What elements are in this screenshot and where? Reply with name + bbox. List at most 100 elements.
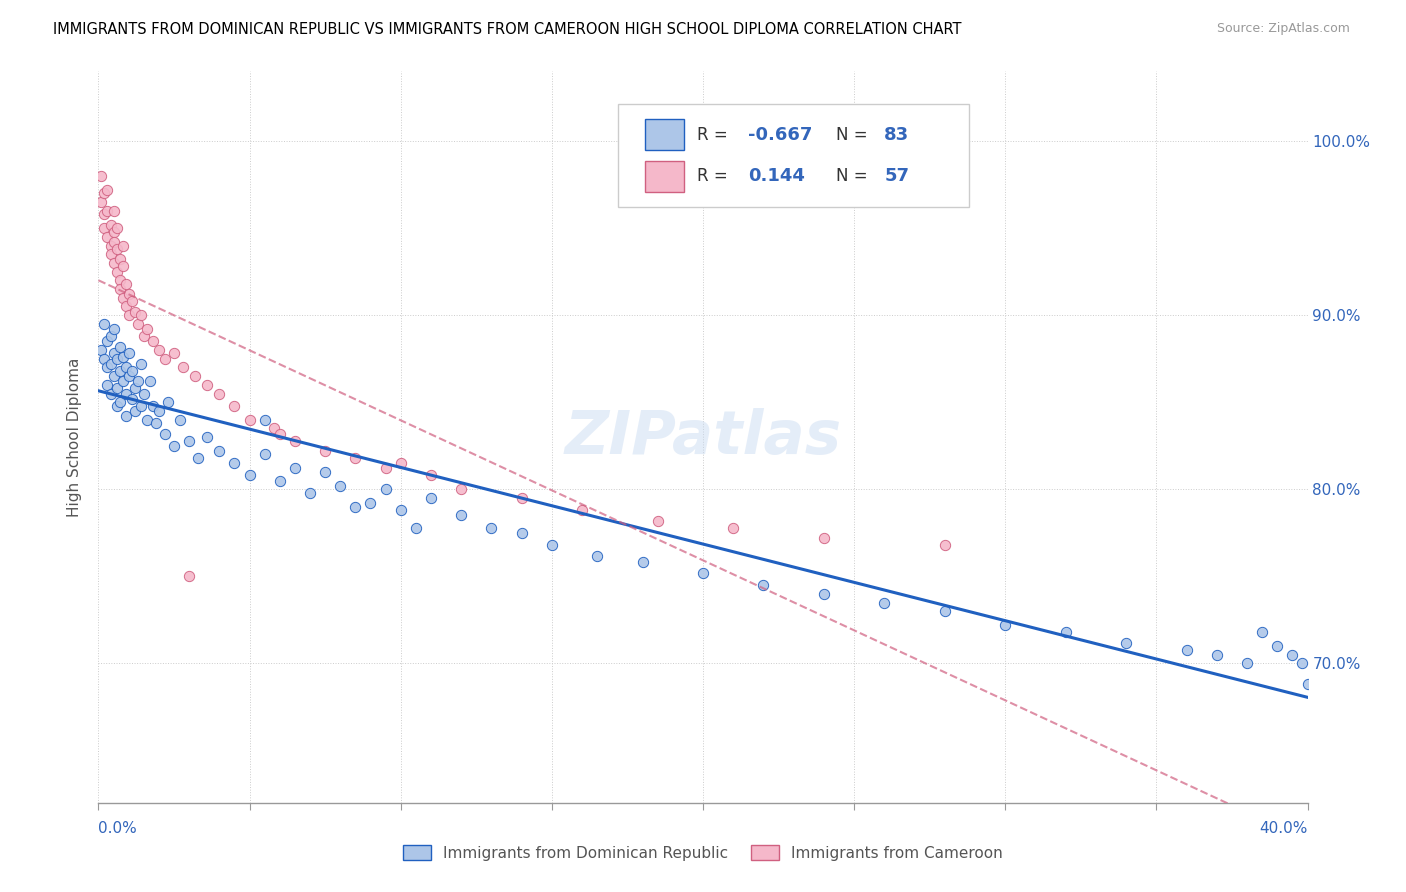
- Point: [184, 369, 207, 384]
- Point: [510, 491, 533, 505]
- Point: [195, 377, 218, 392]
- Point: [540, 538, 562, 552]
- FancyBboxPatch shape: [645, 120, 683, 150]
- Point: [105, 399, 128, 413]
- Point: [172, 360, 194, 375]
- Point: [111, 291, 134, 305]
- Point: [1267, 639, 1289, 653]
- Text: Source: ZipAtlas.com: Source: ZipAtlas.com: [1216, 22, 1350, 36]
- Point: [148, 404, 170, 418]
- Point: [420, 491, 443, 505]
- Point: [100, 247, 122, 261]
- Point: [1281, 648, 1303, 662]
- Point: [103, 203, 125, 218]
- Point: [299, 485, 322, 500]
- Point: [108, 282, 131, 296]
- Point: [108, 273, 131, 287]
- Y-axis label: High School Diploma: High School Diploma: [67, 358, 83, 516]
- Point: [103, 346, 125, 360]
- Point: [239, 468, 262, 483]
- Point: [153, 426, 176, 441]
- Point: [132, 329, 155, 343]
- Text: 83: 83: [884, 126, 910, 144]
- Point: [420, 468, 443, 483]
- Point: [100, 386, 122, 401]
- Point: [96, 334, 118, 349]
- Point: [121, 294, 143, 309]
- Point: [111, 375, 134, 389]
- Point: [510, 525, 533, 540]
- Point: [108, 364, 131, 378]
- Point: [90, 343, 112, 357]
- Point: [752, 578, 775, 592]
- Point: [139, 375, 162, 389]
- Point: [481, 521, 503, 535]
- Point: [129, 399, 152, 413]
- Point: [873, 595, 896, 609]
- Point: [1206, 648, 1229, 662]
- Point: [103, 225, 125, 239]
- Point: [124, 381, 146, 395]
- Legend: Immigrants from Dominican Republic, Immigrants from Cameroon: Immigrants from Dominican Republic, Immi…: [395, 837, 1011, 868]
- Point: [114, 360, 136, 375]
- Point: [208, 386, 231, 401]
- Point: [389, 503, 412, 517]
- Point: [105, 265, 128, 279]
- Point: [1251, 625, 1274, 640]
- Point: [93, 351, 115, 366]
- Point: [374, 461, 396, 475]
- Point: [1115, 635, 1137, 649]
- Text: -0.667: -0.667: [748, 126, 813, 144]
- Point: [105, 221, 128, 235]
- Point: [103, 322, 125, 336]
- Point: [118, 369, 141, 384]
- Point: [129, 308, 152, 322]
- Point: [329, 479, 352, 493]
- Point: [118, 346, 141, 360]
- Point: [405, 521, 427, 535]
- Point: [586, 549, 609, 563]
- Point: [127, 375, 149, 389]
- Point: [103, 256, 125, 270]
- Point: [121, 392, 143, 406]
- Point: [103, 235, 125, 249]
- Point: [108, 395, 131, 409]
- Point: [135, 322, 157, 336]
- Point: [360, 496, 382, 510]
- Point: [142, 334, 165, 349]
- Point: [163, 346, 186, 360]
- Point: [145, 416, 167, 430]
- Point: [90, 169, 112, 183]
- Point: [96, 203, 118, 218]
- Point: [269, 474, 291, 488]
- Point: [450, 483, 472, 497]
- Point: [269, 426, 291, 441]
- Text: N =: N =: [837, 168, 873, 186]
- Point: [100, 357, 122, 371]
- Text: R =: R =: [697, 126, 733, 144]
- Point: [1236, 657, 1258, 671]
- Point: [344, 500, 367, 514]
- Point: [108, 339, 131, 353]
- Point: [314, 444, 336, 458]
- Point: [156, 395, 179, 409]
- Point: [179, 569, 201, 583]
- Point: [114, 386, 136, 401]
- Point: [93, 317, 115, 331]
- FancyBboxPatch shape: [645, 161, 683, 192]
- Point: [195, 430, 218, 444]
- Point: [1291, 657, 1313, 671]
- Point: [124, 304, 146, 318]
- Point: [224, 456, 246, 470]
- Point: [314, 465, 336, 479]
- Point: [127, 317, 149, 331]
- Point: [96, 377, 118, 392]
- Point: [692, 566, 714, 580]
- Point: [103, 369, 125, 384]
- Point: [135, 412, 157, 426]
- Point: [284, 434, 307, 448]
- Point: [450, 508, 472, 523]
- Point: [934, 604, 956, 618]
- Point: [114, 409, 136, 424]
- Point: [263, 421, 285, 435]
